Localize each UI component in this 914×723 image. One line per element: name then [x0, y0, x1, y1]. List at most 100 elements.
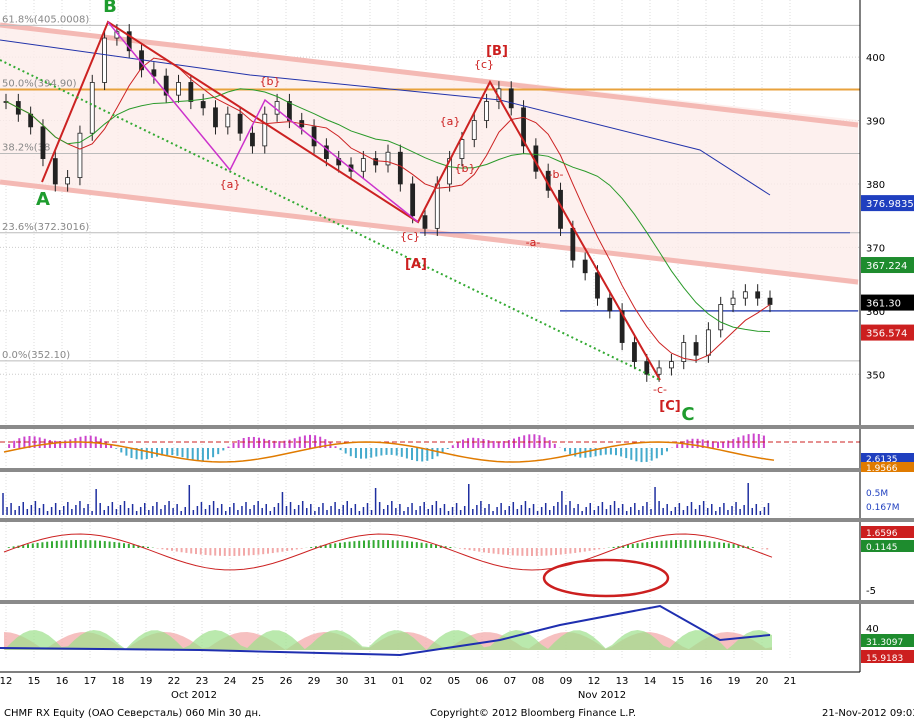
- candle-body: [52, 158, 58, 185]
- candle-body: [225, 113, 231, 128]
- date-tick-label: 16: [700, 676, 713, 687]
- y-tick-label: 360: [866, 307, 885, 318]
- candle-body: [570, 227, 576, 261]
- channel-top: [0, 22, 859, 128]
- panel-separator: [0, 518, 914, 522]
- candle-body: [718, 304, 724, 331]
- date-tick-label: 23: [196, 676, 209, 687]
- candle-body: [77, 132, 83, 179]
- y-tick-label: 390: [866, 117, 885, 128]
- wave-label: {b}: [455, 162, 476, 175]
- candle-body: [459, 139, 465, 159]
- candle-body: [385, 151, 391, 166]
- date-tick-label: 30: [336, 676, 349, 687]
- candle-body: [582, 259, 588, 274]
- candle-body: [126, 31, 132, 52]
- y-tick-label: 380: [866, 180, 885, 191]
- candle-body: [619, 310, 625, 343]
- security-label: CHMF RX Equity (OAO Северсталь) 060 Min …: [4, 708, 262, 719]
- fib-level-label: 23.6%(372.3016): [2, 222, 89, 233]
- panel4-tag-value: 1.6596: [866, 529, 898, 539]
- candle-body: [311, 126, 317, 147]
- wave-label: [A]: [405, 257, 427, 272]
- date-tick-label: 19: [140, 676, 153, 687]
- month-label: Nov 2012: [578, 690, 626, 701]
- candle-body: [287, 101, 292, 121]
- candle-body: [213, 107, 218, 128]
- candle-body: [410, 183, 416, 217]
- price-tag-bg: [861, 195, 914, 212]
- price-tag-value: 361.30: [866, 299, 901, 310]
- candle-body: [323, 145, 329, 159]
- channel-bottom: [0, 179, 859, 285]
- date-tick-label: 21: [784, 676, 797, 687]
- bloomberg-chart: 61.8%(405.0008) 50.0%(394.90) 38.2%(38 23.6…: [0, 0, 914, 701]
- candle-body: [484, 101, 489, 121]
- price-tag-bg: [861, 257, 914, 274]
- candle-body: [656, 367, 662, 375]
- candle-body: [151, 69, 157, 77]
- adx-line: [0, 604, 771, 657]
- fib-level-label: 38.2%(38: [2, 143, 50, 154]
- panel-separator: [0, 468, 914, 472]
- date-tick-label: 14: [644, 676, 657, 687]
- date-tick-label: 12: [0, 676, 12, 687]
- candle-body: [755, 291, 761, 299]
- date-tick-label: 18: [112, 676, 125, 687]
- price-panel: 61.8%(405.0008) 50.0%(394.90) 38.2%(38 23.6…: [0, 0, 860, 425]
- candle-body: [767, 297, 773, 305]
- wave-label: [C]: [659, 399, 680, 414]
- wave-label: {a}: [220, 178, 241, 191]
- date-tick-label: 20: [756, 676, 769, 687]
- panel3-tag-value: 0.5M: [866, 489, 888, 499]
- ma-red: [5, 57, 771, 362]
- y-tick-label: 370: [866, 243, 885, 254]
- candle-body: [89, 82, 95, 134]
- candle-body: [681, 342, 687, 362]
- panel-separator: [0, 600, 914, 604]
- candle-body: [188, 82, 194, 102]
- highlight-ellipse: [542, 558, 670, 598]
- candle-body: [163, 75, 169, 96]
- copyright-label: Copyright© 2012 Bloomberg Finance L.P.: [430, 708, 637, 719]
- ma-green: [5, 88, 771, 333]
- fib-level-label: 50.0%(394.90): [2, 78, 77, 89]
- date-tick-label: 01: [392, 676, 405, 687]
- date-tick-label: 08: [532, 676, 545, 687]
- panel4-tick: -5: [866, 586, 876, 597]
- panel5-tag-value: 31.3097: [866, 638, 903, 648]
- candle-body: [607, 297, 613, 312]
- axes: 350 360 370 380 390 400 12 15 16 17 18 19 22 23 24 25 26…: [0, 0, 914, 701]
- dmi-panel: [0, 604, 772, 657]
- candle-body: [262, 113, 268, 147]
- macd-panel: [3, 533, 773, 598]
- timestamp-label: 21-Nov-2012 09:03:19: [822, 708, 914, 719]
- candle-body: [632, 342, 637, 362]
- candle-body: [397, 151, 403, 185]
- candle-body: [669, 361, 674, 369]
- date-tick-label: 09: [560, 676, 573, 687]
- candle-body: [250, 132, 255, 147]
- panel5-tag-value: 15.9183: [866, 654, 903, 664]
- date-tick-label: 05: [448, 676, 461, 687]
- fib-level-label: 0.0%(352.10): [2, 350, 70, 361]
- date-tick-label: 12: [588, 676, 601, 687]
- price-tag-bg: [861, 324, 914, 341]
- panel2-tag-value: 2.6135: [866, 455, 898, 465]
- panel3-tag-value: 0.167M: [866, 503, 900, 513]
- price-tag-value: 376.9835: [866, 199, 914, 210]
- wave-label: -b-: [549, 168, 564, 181]
- date-tick-label: 15: [672, 676, 685, 687]
- price-tag-bg: [861, 294, 914, 311]
- y-tick-label: 400: [866, 53, 885, 64]
- date-tick-label: 22: [168, 676, 181, 687]
- wave-label: {c}: [474, 58, 494, 71]
- wave-label: C: [681, 404, 694, 425]
- panel2-tag-value: 1.9566: [866, 464, 898, 474]
- candle-body: [730, 297, 736, 305]
- price-tag-value: 356.574: [866, 329, 907, 340]
- candle-body: [200, 101, 206, 109]
- wave-label: -a-: [526, 236, 541, 249]
- panel5-tag-bg: [861, 650, 914, 663]
- panel5-tag-bg: [861, 634, 914, 647]
